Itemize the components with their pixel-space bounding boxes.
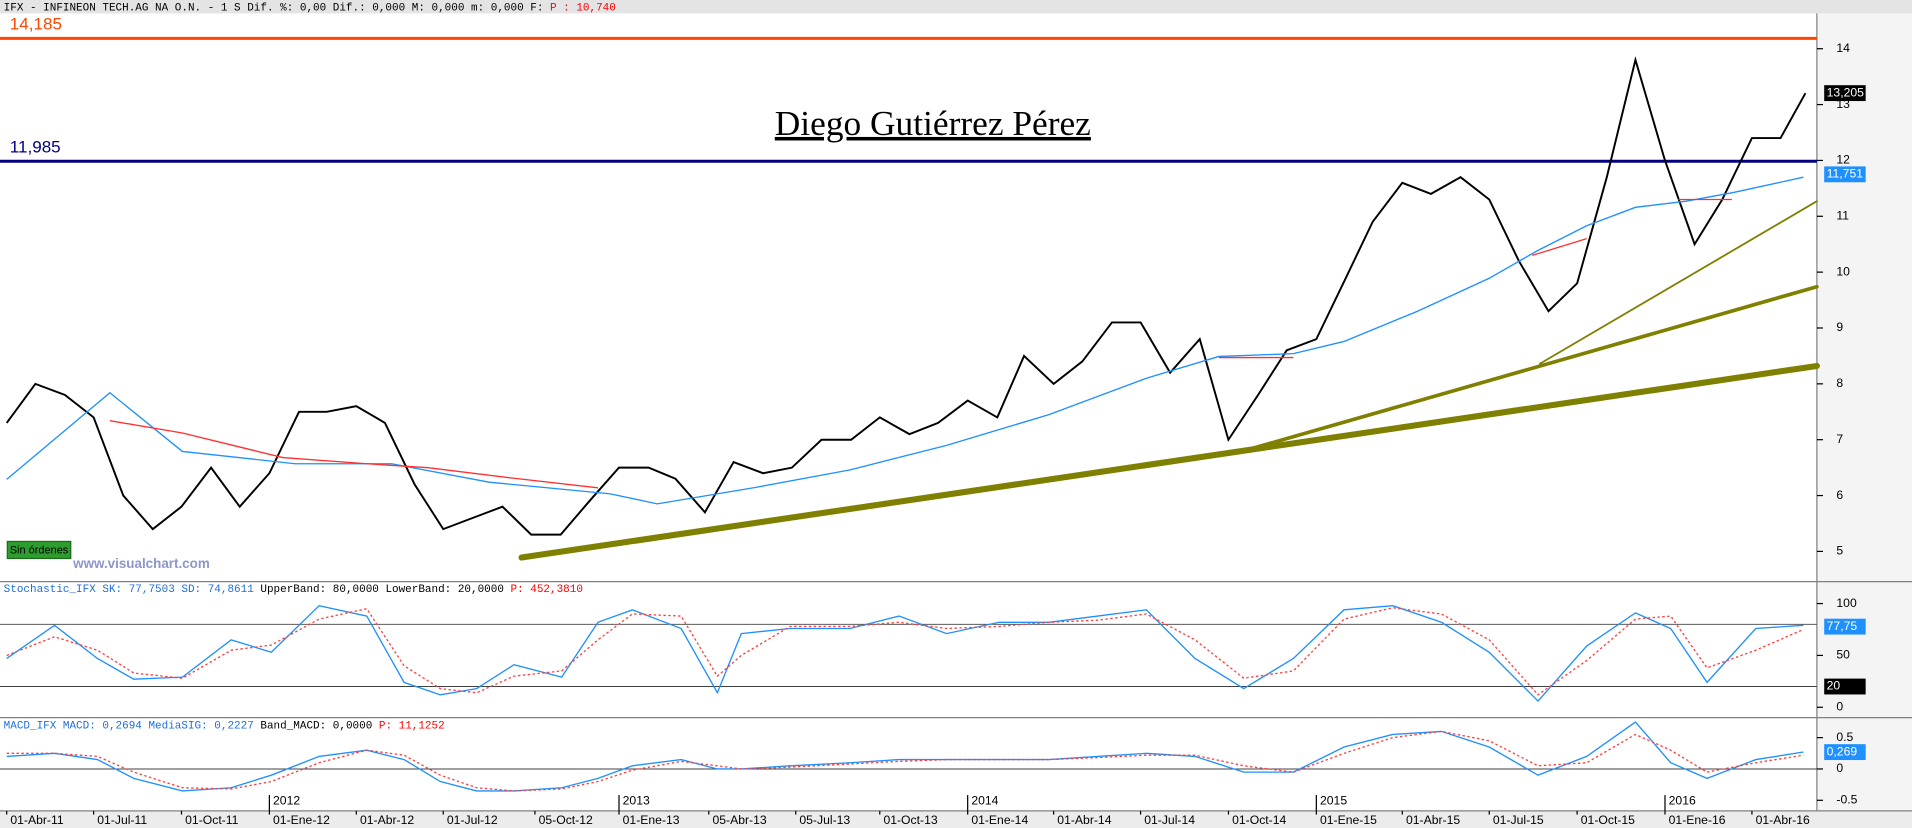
- x-tick-label: 01-Oct-11: [185, 813, 239, 827]
- series-line: [109, 198, 1732, 489]
- price-tag-label: 20: [1827, 679, 1841, 693]
- year-tick-label: 2016: [1669, 793, 1696, 807]
- y-tick-label: 0: [1836, 699, 1843, 713]
- year-tick-label: 2013: [623, 793, 650, 807]
- x-tick-label: 01-Abr-12: [360, 813, 414, 827]
- watermark: Diego Gutiérrez Pérez: [775, 103, 1091, 143]
- site-url: www.visualchart.com: [72, 556, 210, 571]
- y-tick-label: -0.5: [1836, 793, 1857, 807]
- y-tick-label: 9: [1836, 320, 1843, 334]
- panel-header-segment: MACD_IFX MACD: 0,2694 MediaSIG: 0,2227: [4, 720, 261, 732]
- price-tag-label: 0,269: [1827, 744, 1858, 758]
- y-tick-label: 0.5: [1836, 730, 1853, 744]
- y-tick-label: 7: [1836, 432, 1843, 446]
- x-tick-label: 01-Abr-15: [1406, 813, 1460, 827]
- x-tick-label: 05-Abr-13: [712, 813, 766, 827]
- x-tick-label: 01-Ene-12: [273, 813, 330, 827]
- panel-header-segment: UpperBand: 80,0000 LowerBand: 20,0000: [260, 584, 510, 596]
- trend-line: [518, 362, 1820, 561]
- panel-header: MACD_IFX MACD: 0,2694 MediaSIG: 0,2227 B…: [4, 720, 445, 732]
- x-tick-label: 01-Oct-13: [883, 813, 937, 827]
- y-tick-label: 10: [1836, 264, 1850, 278]
- orders-button-label[interactable]: Sin órdenes: [10, 544, 69, 556]
- year-tick-label: 2014: [971, 793, 998, 807]
- trend-line: [1239, 284, 1819, 454]
- y-tick-label: 11: [1836, 209, 1849, 223]
- series-line: [5, 56, 1807, 536]
- level-label: 14,185: [10, 14, 62, 33]
- header-segment: IFX - INFINEON TECH.AG NA O.N. - 1 S Dif…: [4, 2, 550, 14]
- header-bar: [0, 0, 1912, 14]
- panel-header-segment: Band_MACD: 0,0000: [260, 720, 378, 732]
- price-tag: [1824, 618, 1866, 635]
- date-axis-area: [0, 810, 1912, 828]
- x-tick-label: 01-Oct-15: [1581, 813, 1635, 827]
- panel-header-segment: Stochastic_IFX SK: 77,7503 SD: 74,8611: [4, 584, 261, 596]
- x-tick-label: 01-Ene-16: [1669, 813, 1726, 827]
- price-tag-label: 13,205: [1827, 85, 1864, 99]
- price-tag: [1824, 166, 1866, 183]
- price-tag: [1824, 678, 1866, 695]
- x-tick-label: 01-Ene-15: [1320, 813, 1377, 827]
- y-tick-label: 0: [1836, 761, 1843, 775]
- series-line: [6, 607, 1804, 696]
- series-line: [6, 604, 1804, 703]
- x-tick-label: 01-Ene-14: [971, 813, 1028, 827]
- x-tick-label: 01-Jul-12: [447, 813, 498, 827]
- price-tag-label: 11,751: [1827, 167, 1864, 181]
- header-segment: P : 10,740: [550, 2, 616, 14]
- x-tick-label: 01-Jul-11: [97, 813, 147, 827]
- year-tick-label: 2015: [1320, 793, 1347, 807]
- year-tick-label: 2012: [273, 793, 300, 807]
- x-tick-label: 01-Abr-11: [10, 813, 64, 827]
- price-tag-label: 77,75: [1827, 619, 1858, 633]
- y-tick-label: 6: [1836, 488, 1843, 502]
- x-tick-label: 01-Jul-14: [1144, 813, 1195, 827]
- x-tick-label: 01-Oct-14: [1232, 813, 1286, 827]
- y-tick-label: 12: [1836, 153, 1850, 167]
- y-tick-label: 100: [1836, 596, 1857, 610]
- y-tick-label: 8: [1836, 376, 1843, 390]
- series-line: [6, 730, 1804, 792]
- price-tag: [1824, 744, 1866, 761]
- level-label: 11,985: [10, 137, 61, 156]
- price-tag: [1824, 85, 1866, 102]
- y-tick-label: 50: [1836, 648, 1850, 662]
- panel-header-segment: P: 11,1252: [379, 720, 445, 732]
- x-tick-label: 01-Jul-15: [1493, 813, 1544, 827]
- x-tick-label: 01-Abr-14: [1057, 813, 1111, 827]
- y-tick-label: 14: [1836, 41, 1850, 55]
- x-tick-label: 01-Abr-16: [1756, 813, 1810, 827]
- panel-header-segment: P: 452,3810: [511, 584, 583, 596]
- x-tick-label: 05-Oct-12: [539, 813, 593, 827]
- x-tick-label: 01-Ene-13: [623, 813, 680, 827]
- y-tick-label: 5: [1836, 544, 1843, 558]
- trend-line: [1538, 200, 1818, 365]
- orders-button[interactable]: [6, 540, 72, 560]
- right-axis-area: [1816, 13, 1912, 811]
- panel-header: Stochastic_IFX SK: 77,7503 SD: 74,8611 U…: [4, 584, 583, 596]
- series-line: [6, 721, 1804, 792]
- header-text: IFX - INFINEON TECH.AG NA O.N. - 1 S Dif…: [4, 2, 616, 14]
- x-tick-label: 05-Jul-13: [799, 813, 850, 827]
